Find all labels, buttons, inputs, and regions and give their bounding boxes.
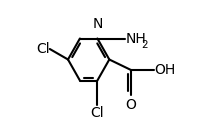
Text: 2: 2 <box>142 40 148 50</box>
Text: N: N <box>92 17 103 31</box>
Text: O: O <box>126 98 136 112</box>
Text: Cl: Cl <box>91 106 104 120</box>
Text: Cl: Cl <box>36 42 50 56</box>
Text: NH: NH <box>125 32 146 46</box>
Text: OH: OH <box>154 63 175 77</box>
